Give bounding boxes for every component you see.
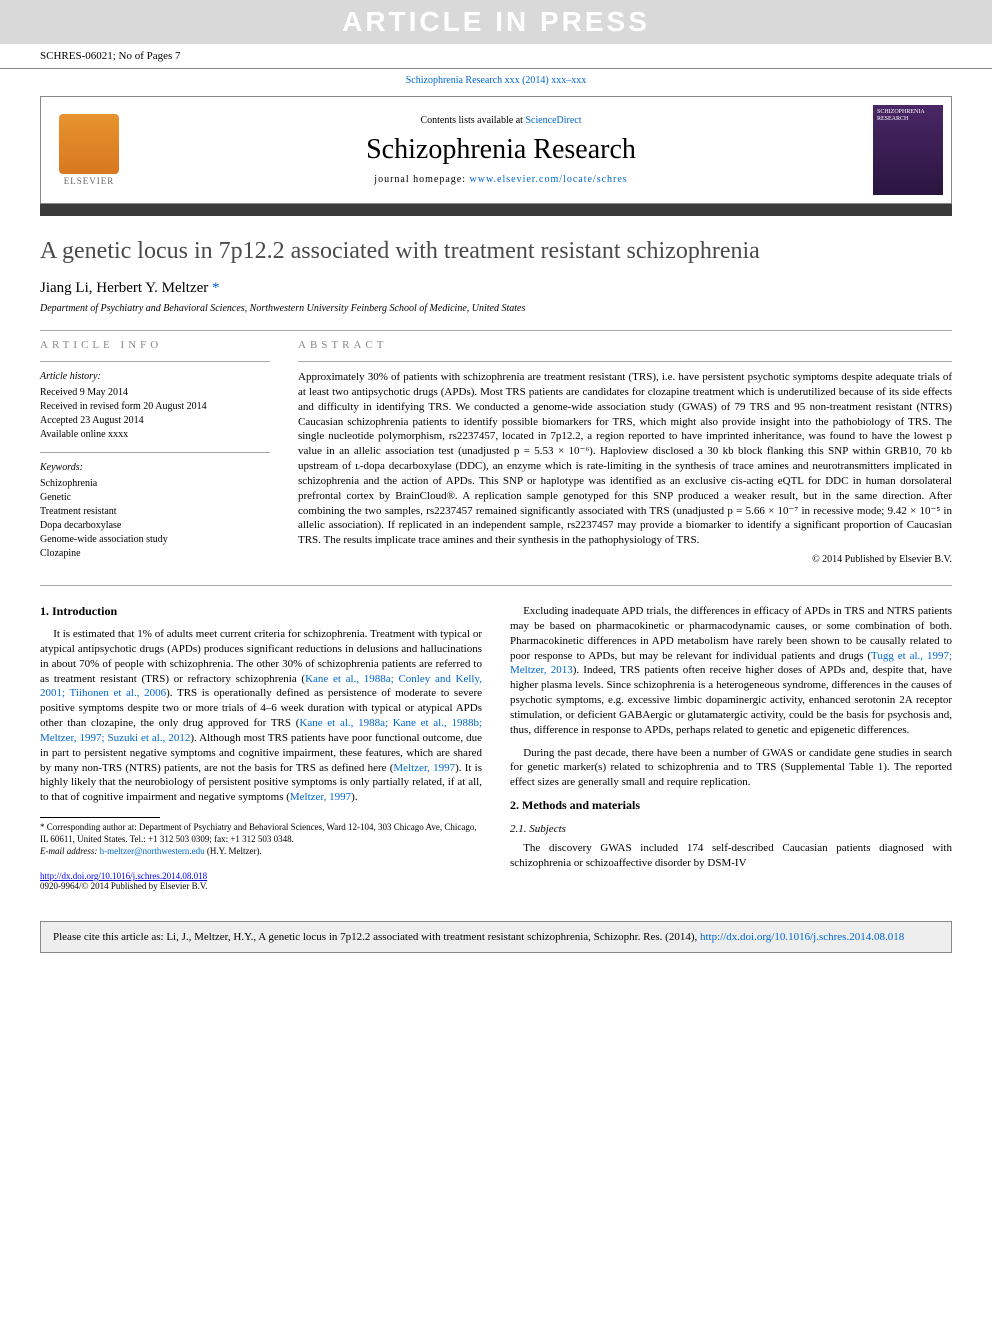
elsevier-label: ELSEVIER	[64, 176, 115, 186]
rule	[40, 330, 952, 331]
keyword: Dopa decarboxylase	[40, 519, 270, 533]
author-names: Jiang Li, Herbert Y. Meltzer	[40, 280, 208, 296]
corresponding-footnote: * Corresponding author at: Department of…	[40, 822, 482, 845]
contents-line: Contents lists available at ScienceDirec…	[145, 115, 857, 126]
corresponding-mark: *	[212, 280, 220, 296]
journal-issue-link[interactable]: Schizophrenia Research xxx (2014) xxx–xx…	[0, 69, 992, 92]
elsevier-logo: ELSEVIER	[49, 105, 129, 195]
keyword: Genetic	[40, 491, 270, 505]
keyword: Clozapine	[40, 547, 270, 561]
body-columns: 1. Introduction It is estimated that 1% …	[40, 604, 952, 891]
email-label: E-mail address:	[40, 846, 100, 856]
paragraph: It is estimated that 1% of adults meet c…	[40, 627, 482, 805]
rule	[40, 452, 270, 453]
issn-line: 0920-9964/© 2014 Published by Elsevier B…	[40, 881, 207, 891]
email-link[interactable]: h-meltzer@northwestern.edu	[100, 846, 205, 856]
footnote-rule	[40, 817, 160, 818]
abstract-text: Approximately 30% of patients with schiz…	[298, 370, 952, 548]
homepage-link[interactable]: www.elsevier.com/locate/schres	[470, 174, 628, 185]
section-heading: 2. Methods and materials	[510, 798, 952, 813]
history-item: Accepted 23 August 2014	[40, 414, 270, 428]
affiliation: Department of Psychiatry and Behavioral …	[40, 303, 952, 314]
history-item: Received 9 May 2014	[40, 386, 270, 400]
rule	[40, 361, 270, 362]
text: ).	[351, 791, 357, 803]
keyword: Schizophrenia	[40, 477, 270, 491]
email-suffix: (H.Y. Meltzer).	[205, 846, 262, 856]
homepage-line: journal homepage: www.elsevier.com/locat…	[145, 174, 857, 185]
sciencedirect-link[interactable]: ScienceDirect	[525, 115, 581, 126]
doi-link[interactable]: http://dx.doi.org/10.1016/j.schres.2014.…	[40, 871, 207, 881]
paragraph: During the past decade, there have been …	[510, 746, 952, 791]
citation-box: Please cite this article as: Li, J., Mel…	[40, 921, 952, 953]
keywords-head: Keywords:	[40, 461, 270, 475]
article-title: A genetic locus in 7p12.2 associated wit…	[40, 236, 952, 266]
keyword: Genome-wide association study	[40, 533, 270, 547]
info-abstract-row: article info Article history: Received 9…	[40, 339, 952, 571]
journal-name: Schizophrenia Research	[145, 134, 857, 166]
doi-block: http://dx.doi.org/10.1016/j.schres.2014.…	[40, 871, 482, 891]
abstract-label: abstract	[298, 339, 952, 351]
section-heading: 1. Introduction	[40, 604, 482, 619]
homepage-prefix: journal homepage:	[374, 174, 469, 185]
citation-link[interactable]: Meltzer, 1997	[393, 762, 455, 774]
cite-text: Please cite this article as: Li, J., Mel…	[53, 931, 700, 943]
journal-header: ELSEVIER Contents lists available at Sci…	[40, 96, 952, 204]
paragraph: The discovery GWAS included 174 self-des…	[510, 841, 952, 871]
elsevier-tree-icon	[59, 114, 119, 174]
article-id: SCHRES-06021; No of Pages 7	[0, 44, 992, 69]
article-info-column: article info Article history: Received 9…	[40, 339, 270, 571]
right-column: Excluding inadequate APD trials, the dif…	[510, 604, 952, 891]
article-content: A genetic locus in 7p12.2 associated wit…	[0, 216, 992, 911]
subsection-heading: 2.1. Subjects	[510, 823, 952, 835]
abstract-copyright: © 2014 Published by Elsevier B.V.	[298, 554, 952, 565]
citation-link[interactable]: Meltzer, 1997	[290, 791, 351, 803]
keywords-block: Keywords: Schizophrenia Genetic Treatmen…	[40, 461, 270, 561]
contents-prefix: Contents lists available at	[420, 115, 525, 126]
keyword: Treatment resistant	[40, 505, 270, 519]
paragraph: Excluding inadequate APD trials, the dif…	[510, 604, 952, 738]
cover-label: SCHIZOPHRENIA RESEARCH	[873, 105, 943, 126]
journal-cover-thumbnail: SCHIZOPHRENIA RESEARCH	[873, 105, 943, 195]
in-press-banner: ARTICLE IN PRESS	[0, 0, 992, 44]
authors: Jiang Li, Herbert Y. Meltzer *	[40, 280, 952, 297]
article-history: Article history: Received 9 May 2014 Rec…	[40, 370, 270, 442]
history-item: Received in revised form 20 August 2014	[40, 400, 270, 414]
abstract-column: abstract Approximately 30% of patients w…	[298, 339, 952, 571]
rule	[298, 361, 952, 362]
text: ). Indeed, TRS patients often receive hi…	[510, 664, 952, 735]
history-item: Available online xxxx	[40, 428, 270, 442]
left-column: 1. Introduction It is estimated that 1% …	[40, 604, 482, 891]
cite-doi-link[interactable]: http://dx.doi.org/10.1016/j.schres.2014.…	[700, 931, 904, 943]
article-info-label: article info	[40, 339, 270, 351]
rule	[40, 585, 952, 586]
header-center: Contents lists available at ScienceDirec…	[145, 115, 857, 185]
email-footnote: E-mail address: h-meltzer@northwestern.e…	[40, 846, 482, 858]
history-head: Article history:	[40, 370, 270, 384]
header-rule	[40, 204, 952, 216]
